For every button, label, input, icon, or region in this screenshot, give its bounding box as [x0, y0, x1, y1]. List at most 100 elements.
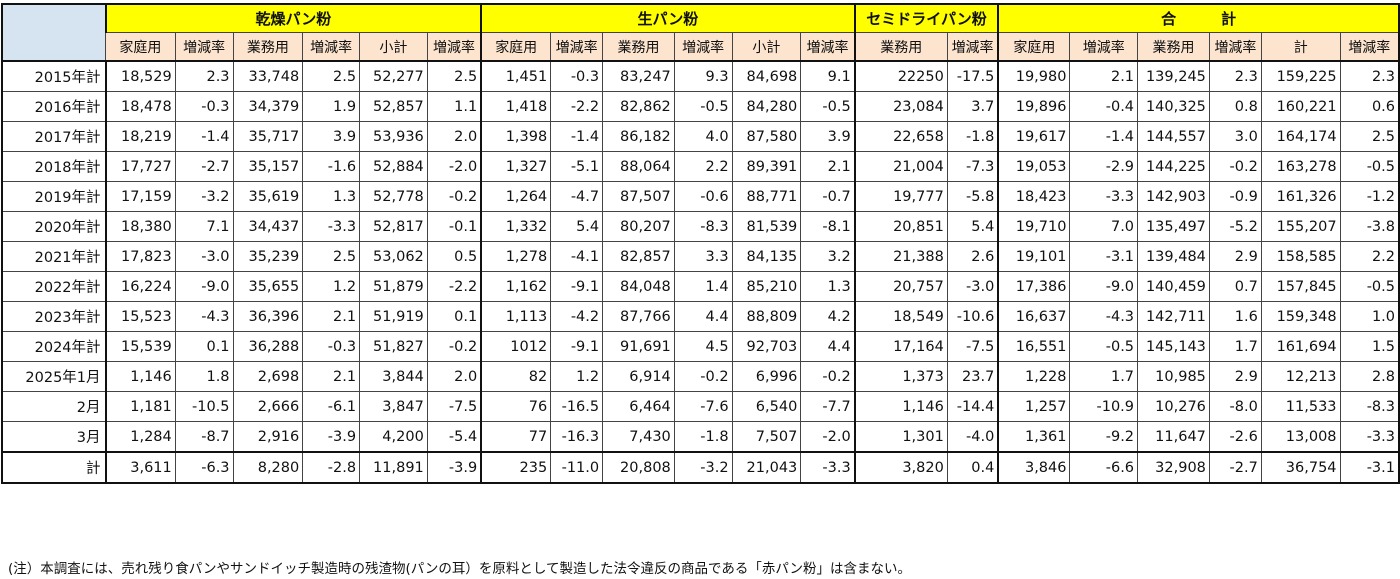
group-header-fresh: 生パン粉	[480, 3, 856, 33]
table-cell: -4.3	[1069, 301, 1139, 332]
column-header: 小計	[731, 32, 802, 62]
table-cell: -3.3	[1339, 421, 1400, 453]
table-cell: -3.3	[302, 211, 361, 242]
table-cell: -4.1	[550, 241, 604, 272]
table-cell: 1.5	[1339, 331, 1400, 362]
table-cell: 21,388	[854, 241, 948, 272]
table-cell: -2.6	[1208, 421, 1262, 453]
table-cell: -3.1	[1069, 241, 1139, 272]
table-cell: 1,264	[480, 181, 552, 212]
table-cell: 1,228	[997, 361, 1071, 392]
table-cell: 52,857	[359, 91, 428, 122]
table-cell: 3.2	[800, 241, 856, 272]
table-cell: 19,777	[854, 181, 948, 212]
table-cell: 1,146	[105, 361, 176, 392]
table-cell: 5.4	[946, 211, 1000, 242]
table-cell: -11.0	[550, 451, 604, 484]
table-cell: 17,386	[997, 271, 1071, 302]
table-cell: 19,896	[997, 91, 1071, 122]
table-cell: 1,284	[105, 421, 176, 453]
table-cell: -2.0	[800, 421, 856, 453]
table-cell: 19,980	[997, 60, 1071, 92]
table-cell: 51,919	[359, 301, 428, 332]
table-cell: 36,288	[232, 331, 304, 362]
table-cell: -9.1	[550, 331, 604, 362]
table-cell: 4.2	[800, 301, 856, 332]
table-cell: 81,539	[731, 211, 802, 242]
table-cell: -6.6	[1069, 451, 1139, 484]
table-cell: 157,845	[1260, 271, 1341, 302]
table-cell: -4.3	[174, 301, 234, 332]
table-cell: 53,062	[359, 241, 428, 272]
table-cell: -7.5	[426, 391, 483, 422]
table-cell: 85,210	[731, 271, 802, 302]
table-cell: 4.0	[673, 121, 733, 152]
table-cell: 1,257	[997, 391, 1071, 422]
table-cell: 11,891	[359, 451, 428, 484]
table-cell: 158,585	[1260, 241, 1341, 272]
table-cell: 2.5	[1339, 121, 1400, 152]
table-cell: 2.0	[426, 361, 483, 392]
table-cell: 0.6	[1339, 91, 1400, 122]
table-cell: -1.4	[1069, 121, 1139, 152]
table-cell: 1.0	[1339, 301, 1400, 332]
table-cell: 2.6	[946, 241, 1000, 272]
table-cell: 2.3	[1339, 60, 1400, 92]
row-label: 2023年計	[1, 301, 107, 332]
table-cell: 4.4	[800, 331, 856, 362]
table-cell: -7.6	[673, 391, 733, 422]
table-cell: -0.7	[800, 181, 856, 212]
table-cell: 32,908	[1137, 451, 1210, 484]
table-cell: -1.4	[174, 121, 234, 152]
table-cell: 2.1	[302, 301, 361, 332]
table-cell: 53,936	[359, 121, 428, 152]
table-cell: -0.4	[1069, 91, 1139, 122]
table-cell: 3.9	[800, 121, 856, 152]
table-cell: 52,884	[359, 151, 428, 182]
table-cell: 1.3	[302, 181, 361, 212]
table-cell: -7.3	[946, 151, 1000, 182]
row-label: 2015年計	[1, 60, 107, 92]
table-cell: 1,162	[480, 271, 552, 302]
column-header: 増減率	[426, 32, 483, 62]
row-label: 2024年計	[1, 331, 107, 362]
table-cell: 1.1	[426, 91, 483, 122]
table-cell: 16,637	[997, 301, 1071, 332]
sub-header-row: 家庭用 増減率 業務用 増減率 小計 増減率 家庭用 増減率 業務用 増減率 小計 増減率 業務用 増減率…	[2, 32, 1400, 62]
table-cell: -3.2	[673, 451, 733, 484]
table-row: 2018年計 17,727 -2.7 35,157 -1.6 52,884 -2.0 1,32…	[1, 151, 1400, 182]
table-cell: -0.2	[800, 361, 856, 392]
column-header: 計	[1260, 32, 1341, 62]
table-row: 2024年計 15,539 0.1 36,288 -0.3 51,827 -0.2 1012-…	[1, 331, 1400, 362]
table-cell: 1.4	[673, 271, 733, 302]
table-cell: -8.7	[174, 421, 234, 453]
table-cell: 1,332	[480, 211, 552, 242]
table-cell: 87,766	[602, 301, 675, 332]
table-cell: 159,348	[1260, 301, 1341, 332]
table-cell: 1,278	[480, 241, 552, 272]
table-cell: 235	[480, 451, 552, 484]
table-cell: 4.4	[673, 301, 733, 332]
table-cell: 2.3	[1208, 60, 1262, 92]
table-cell: 142,711	[1137, 301, 1210, 332]
table-cell: -3.3	[1069, 181, 1139, 212]
table-cell: -5.2	[1208, 211, 1262, 242]
row-label: 2020年計	[1, 211, 107, 242]
table-cell: 1,451	[480, 60, 552, 92]
table-cell: -8.3	[673, 211, 733, 242]
table-cell: 4.5	[673, 331, 733, 362]
table-cell: 2,666	[232, 391, 304, 422]
table-cell: -5.1	[550, 151, 604, 182]
table-cell: 23.7	[946, 361, 1000, 392]
column-header: 家庭用	[997, 32, 1071, 62]
table-cell: -0.5	[1069, 331, 1139, 362]
table-cell: 36,754	[1260, 451, 1341, 484]
table-cell: 144,557	[1137, 121, 1210, 152]
table-cell: 1.3	[800, 271, 856, 302]
table-cell: -3.2	[174, 181, 234, 212]
table-cell: 4,200	[359, 421, 428, 453]
row-label: 2021年計	[1, 241, 107, 272]
table-cell: 144,225	[1137, 151, 1210, 182]
table-cell: 35,717	[232, 121, 304, 152]
table-cell: -3.0	[946, 271, 1000, 302]
